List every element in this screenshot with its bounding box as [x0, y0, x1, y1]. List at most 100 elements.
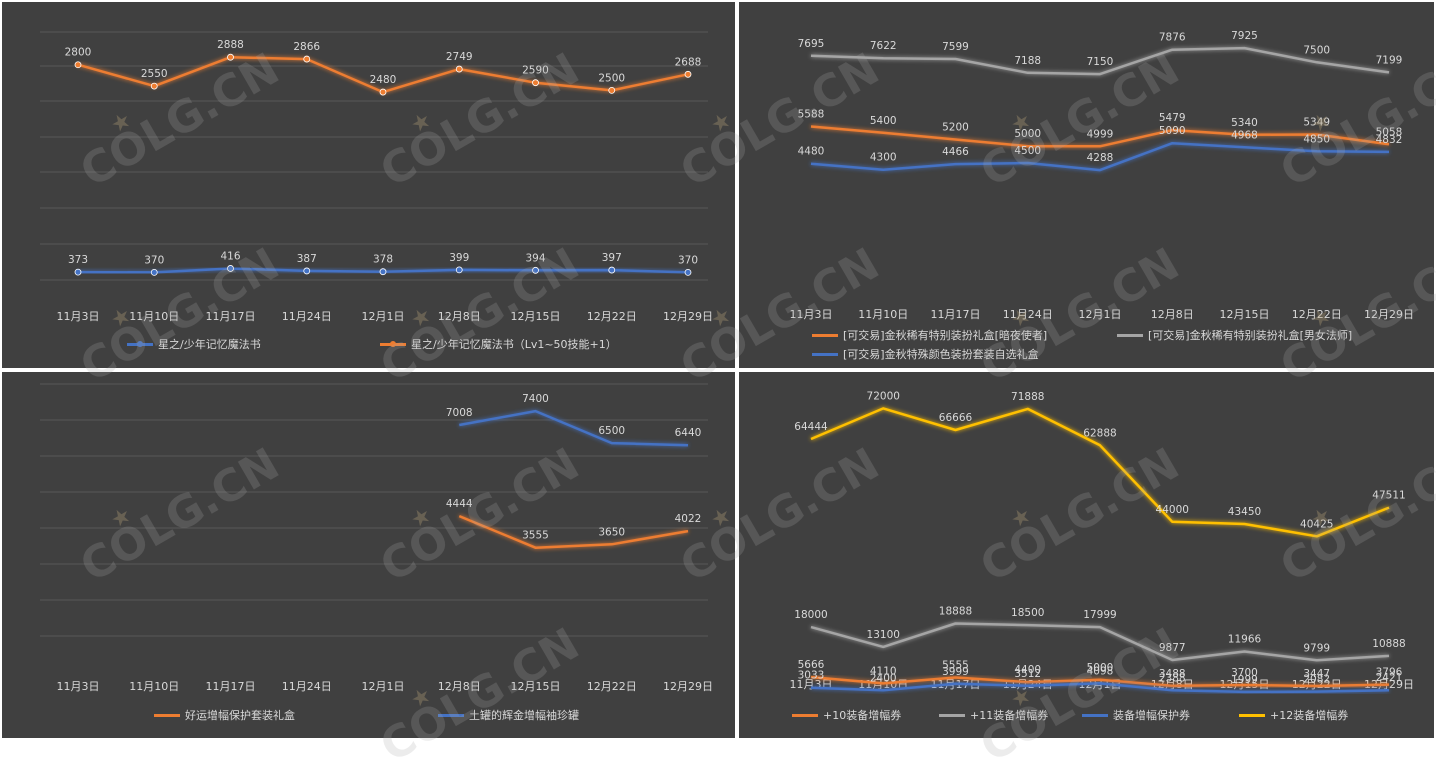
data-label: 66666 — [939, 412, 973, 424]
x-tick-label: 11月10日 — [129, 310, 179, 323]
legend-item: 装备增幅保护券 — [1082, 707, 1190, 723]
data-point — [74, 268, 82, 276]
data-label: 5000 — [1087, 662, 1114, 674]
x-tick-label: 11月24日 — [282, 680, 332, 693]
legend-item: [可交易]金秋稀有特别装扮礼盒[暗夜使者] — [812, 327, 1047, 343]
chart-svg: 11月3日 11月10日 11月17日 11月24日 12月1日 12月8日 12月15日 1… — [40, 31, 713, 323]
data-label: 4968 — [1231, 129, 1258, 141]
data-label: 11966 — [1228, 634, 1262, 646]
legend-swatch — [812, 333, 838, 337]
data-label: 2388 — [1159, 672, 1186, 684]
data-point — [455, 65, 463, 73]
data-point — [303, 267, 311, 275]
data-point — [227, 53, 234, 61]
legend-swatch — [380, 340, 406, 347]
data-label: 4500 — [1014, 145, 1041, 157]
x-tick-label: 12月8日 — [1151, 308, 1194, 321]
x-tick-label: 12月29日 — [663, 310, 713, 323]
legend-label: +12装备增幅券 — [1270, 709, 1349, 722]
data-label: 6500 — [598, 425, 625, 437]
data-label: 5090 — [1159, 125, 1186, 137]
x-tick-label: 11月17日 — [206, 310, 256, 323]
data-label: 7599 — [942, 41, 969, 53]
x-tick-label: 11月24日 — [1003, 308, 1053, 321]
data-label: 378 — [373, 254, 393, 266]
legend-label: 土罐的辉金增幅袖珍罐 — [469, 709, 579, 722]
data-label: 2550 — [141, 68, 168, 80]
legend-swatch — [812, 352, 838, 356]
data-label: 7008 — [446, 407, 473, 419]
data-label: 3700 — [1231, 667, 1258, 679]
x-tick-label: 12月1日 — [1079, 308, 1122, 321]
data-label: 4466 — [942, 146, 969, 158]
x-tick-label: 12月29日 — [1364, 308, 1414, 321]
data-label: 370 — [144, 254, 164, 266]
x-tick-label: 11月3日 — [57, 310, 100, 323]
chart-svg: 11月3日 11月10日 11月17日 11月24日 12月1日 12月8日 12月15日 1… — [790, 30, 1415, 321]
data-label: 5058 — [1376, 126, 1403, 138]
data-point — [379, 88, 387, 96]
chart-panel-magic-books: 11月3日 11月10日 11月17日 11月24日 12月1日 12月8日 12月15日 1… — [2, 2, 735, 368]
data-label: 9799 — [1303, 642, 1330, 654]
chart-svg: 11月3日 11月10日 11月17日 11月24日 12月1日 12月8日 12月15日 1… — [790, 390, 1414, 694]
data-label: 4022 — [675, 513, 702, 525]
legend-item: 好运增幅保护套装礼盒 — [154, 707, 295, 723]
data-label: 43450 — [1228, 506, 1261, 518]
data-label: 9877 — [1159, 642, 1186, 654]
data-label: 387 — [297, 253, 317, 265]
legend-item: +10装备增幅券 — [792, 707, 901, 723]
data-point — [684, 268, 692, 276]
data-label: 5400 — [870, 115, 897, 127]
data-label: 4444 — [446, 498, 473, 510]
x-tick-label: 11月17日 — [206, 680, 256, 693]
x-tick-label: 12月22日 — [1292, 308, 1342, 321]
x-tick-label: 12月1日 — [362, 310, 405, 323]
data-label: 7150 — [1087, 56, 1114, 68]
x-tick-label: 12月15日 — [511, 310, 561, 323]
data-point — [150, 82, 158, 90]
legend-item: 星之/少年记忆魔法书（Lv1~50技能+1） — [380, 336, 617, 352]
series-line — [810, 125, 1390, 148]
data-label: 64444 — [794, 421, 828, 433]
data-point — [379, 268, 387, 276]
data-label: 373 — [68, 254, 88, 266]
data-label: 4400 — [1014, 664, 1041, 676]
data-label: 18888 — [939, 606, 972, 618]
data-point — [532, 79, 539, 87]
data-label: 62888 — [1083, 427, 1116, 439]
data-label: 71888 — [1011, 391, 1044, 403]
data-label: 6440 — [675, 427, 702, 439]
x-tick-label: 12月15日 — [1220, 308, 1270, 321]
data-label: 40425 — [1300, 518, 1333, 530]
legend-label: 好运增幅保护套装礼盒 — [185, 709, 295, 722]
legend-item: +12装备增幅券 — [1239, 707, 1348, 723]
legend-label: 星之/少年记忆魔法书（Lv1~50技能+1） — [411, 338, 617, 351]
x-tick-label: 11月24日 — [282, 310, 332, 323]
data-label: 2866 — [293, 41, 320, 53]
legend-item: 星之/少年记忆魔法书 — [127, 336, 261, 352]
legend-label: [可交易]金秋特殊颜色装扮套装自选礼盒 — [843, 348, 1039, 361]
x-tick-label: 12月22日 — [1292, 678, 1342, 691]
data-label: 7925 — [1231, 30, 1258, 42]
data-label: 4110 — [870, 665, 897, 677]
data-point — [74, 61, 82, 69]
data-label: 4098 — [1087, 665, 1114, 677]
data-label: 2400 — [870, 672, 897, 684]
data-label: 5588 — [798, 108, 825, 120]
data-label: 5555 — [942, 660, 969, 672]
data-label: 13100 — [867, 629, 900, 641]
data-label: 3650 — [598, 526, 625, 538]
data-label: 3447 — [1303, 668, 1330, 680]
legend-label: 装备增幅保护券 — [1113, 709, 1190, 722]
data-label: 7199 — [1376, 54, 1403, 66]
data-label: 4480 — [798, 146, 825, 158]
data-label: 5349 — [1303, 117, 1330, 129]
data-label: 5340 — [1231, 117, 1258, 129]
data-label: 2800 — [65, 47, 92, 59]
x-tick-label: 11月17日 — [931, 308, 981, 321]
series-line — [810, 675, 1390, 688]
data-label: 3796 — [1376, 667, 1403, 679]
x-tick-label: 12月1日 — [362, 680, 405, 693]
data-label: 397 — [602, 252, 622, 264]
legend-swatch — [438, 713, 464, 717]
